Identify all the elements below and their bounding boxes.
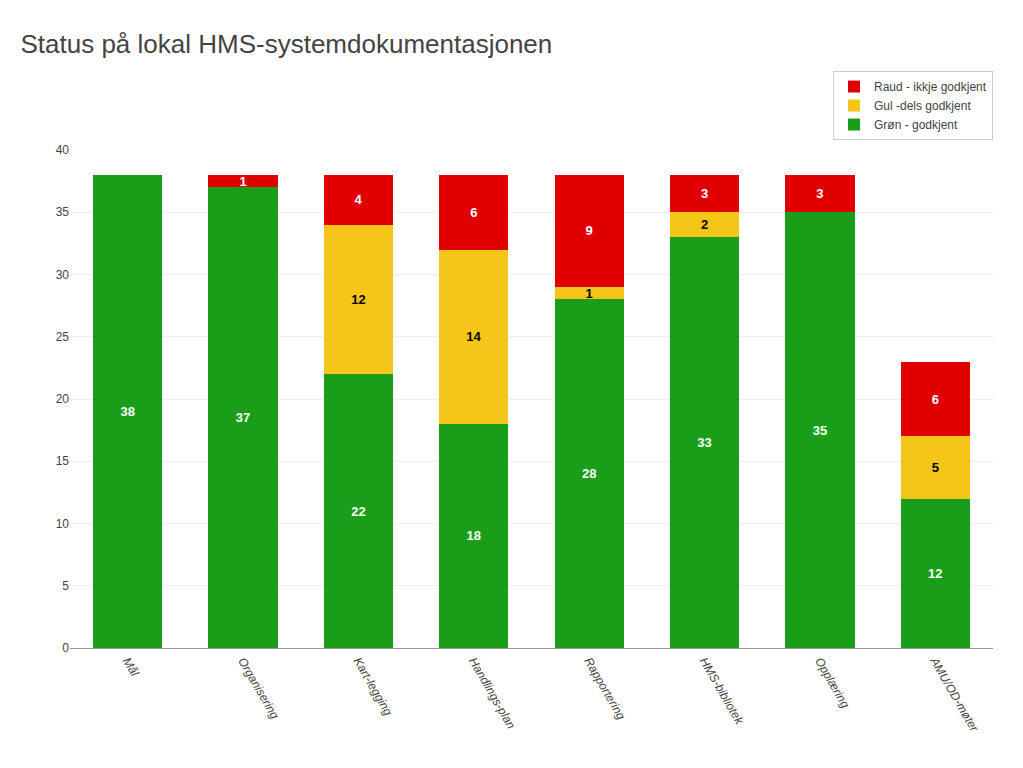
svg-text:Gul -dels godkjent: Gul -dels godkjent bbox=[874, 99, 971, 113]
svg-text:40: 40 bbox=[56, 143, 70, 157]
svg-text:35: 35 bbox=[813, 423, 827, 438]
svg-text:4: 4 bbox=[354, 192, 362, 207]
svg-text:2: 2 bbox=[701, 217, 708, 232]
svg-text:5: 5 bbox=[62, 579, 69, 593]
svg-text:22: 22 bbox=[351, 504, 365, 519]
svg-text:14: 14 bbox=[466, 329, 481, 344]
svg-text:38: 38 bbox=[120, 404, 134, 419]
svg-text:AMU/OD-møter: AMU/OD-møter bbox=[927, 654, 982, 735]
svg-text:10: 10 bbox=[56, 517, 70, 531]
svg-text:Opplæring: Opplæring bbox=[812, 655, 852, 711]
svg-text:Grøn - godkjent: Grøn - godkjent bbox=[874, 118, 958, 132]
svg-text:28: 28 bbox=[582, 466, 596, 481]
svg-text:Rapportering: Rapportering bbox=[581, 655, 628, 722]
svg-text:25: 25 bbox=[56, 330, 70, 344]
svg-text:Handlings-plan: Handlings-plan bbox=[466, 655, 518, 732]
svg-text:18: 18 bbox=[467, 528, 481, 543]
svg-text:6: 6 bbox=[932, 392, 939, 407]
svg-text:HMS-bibliotek: HMS-bibliotek bbox=[697, 655, 747, 728]
svg-text:12: 12 bbox=[351, 292, 365, 307]
svg-text:35: 35 bbox=[56, 205, 70, 219]
svg-text:3: 3 bbox=[701, 186, 708, 201]
svg-text:6: 6 bbox=[470, 205, 477, 220]
svg-text:1: 1 bbox=[586, 286, 593, 301]
svg-text:Kart-legging: Kart-legging bbox=[351, 655, 396, 718]
svg-text:33: 33 bbox=[697, 435, 711, 450]
svg-text:30: 30 bbox=[56, 268, 70, 282]
svg-text:Organisering: Organisering bbox=[235, 655, 282, 722]
svg-text:0: 0 bbox=[62, 641, 69, 655]
svg-text:Mål: Mål bbox=[120, 655, 142, 679]
svg-text:5: 5 bbox=[932, 460, 939, 475]
svg-text:Status på lokal HMS-systemdoku: Status på lokal HMS-systemdokumentasjone… bbox=[20, 29, 552, 59]
svg-text:20: 20 bbox=[56, 392, 70, 406]
svg-text:12: 12 bbox=[928, 566, 942, 581]
svg-text:15: 15 bbox=[56, 454, 70, 468]
svg-text:Raud - ikkje godkjent: Raud - ikkje godkjent bbox=[874, 80, 987, 94]
svg-text:3: 3 bbox=[816, 186, 823, 201]
svg-text:1: 1 bbox=[239, 174, 246, 189]
svg-text:37: 37 bbox=[236, 410, 250, 425]
svg-text:9: 9 bbox=[586, 223, 593, 238]
